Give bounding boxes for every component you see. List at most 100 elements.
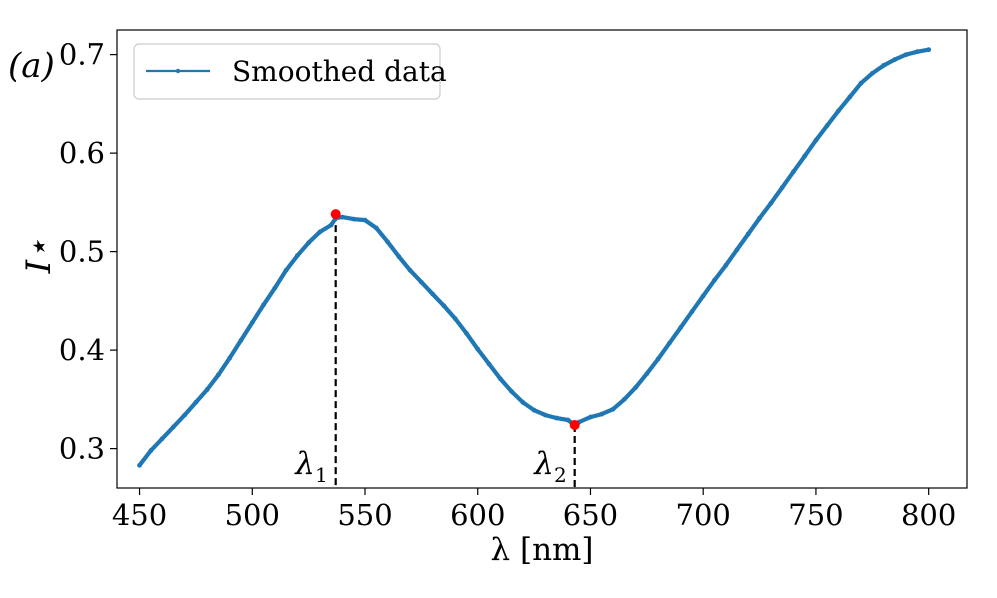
data-point bbox=[340, 214, 345, 220]
data-point bbox=[757, 215, 762, 221]
legend: Smoothed data bbox=[133, 43, 447, 100]
x-tick-label: 550 bbox=[337, 498, 392, 532]
data-point bbox=[926, 47, 932, 53]
data-point bbox=[847, 94, 853, 100]
data-point bbox=[317, 229, 323, 235]
data-point bbox=[836, 108, 841, 114]
data-point bbox=[486, 361, 492, 367]
data-point bbox=[216, 372, 221, 378]
data-point bbox=[452, 316, 458, 321]
data-point bbox=[723, 263, 729, 268]
y-tick-label: 0.5 bbox=[59, 235, 105, 269]
data-point bbox=[294, 253, 300, 258]
data-point bbox=[678, 325, 684, 330]
data-point bbox=[700, 293, 706, 299]
data-point bbox=[903, 52, 909, 58]
data-point bbox=[430, 291, 436, 297]
x-tick-label: 650 bbox=[563, 498, 618, 532]
data-point bbox=[520, 399, 526, 405]
data-point bbox=[464, 330, 469, 336]
data-point bbox=[137, 462, 142, 468]
y-tick-label: 0.3 bbox=[59, 432, 105, 466]
data-point bbox=[193, 399, 199, 405]
marker-1-point bbox=[330, 209, 341, 220]
data-point bbox=[249, 320, 255, 325]
data-point bbox=[306, 240, 312, 246]
marker-1-label-subscript: 1 bbox=[315, 463, 328, 487]
data-point bbox=[633, 385, 638, 390]
data-point bbox=[204, 387, 210, 392]
data-point bbox=[362, 217, 368, 223]
data-point bbox=[475, 346, 481, 352]
data-point bbox=[914, 49, 920, 55]
data-point bbox=[373, 225, 379, 231]
y-tick-label: 0.6 bbox=[59, 136, 105, 170]
data-point bbox=[881, 63, 886, 68]
data-point bbox=[227, 355, 233, 361]
data-point bbox=[588, 414, 593, 420]
x-tick-label: 800 bbox=[901, 498, 956, 532]
x-tick-label: 450 bbox=[112, 498, 167, 532]
data-point bbox=[666, 340, 672, 346]
data-point bbox=[858, 80, 864, 86]
data-point bbox=[418, 279, 424, 285]
data-point bbox=[599, 411, 605, 417]
data-point bbox=[554, 415, 560, 421]
data-point bbox=[531, 407, 537, 413]
data-point bbox=[283, 267, 289, 273]
y-axis-label: I⋆ bbox=[19, 239, 59, 275]
data-point bbox=[509, 389, 514, 394]
data-point bbox=[441, 303, 447, 309]
data-point bbox=[542, 412, 548, 418]
legend-entry-smoothed-data: Smoothed data bbox=[232, 55, 447, 88]
marker-2-point bbox=[569, 419, 580, 430]
data-point bbox=[497, 376, 503, 382]
legend-marker-icon bbox=[175, 68, 181, 74]
data-point bbox=[407, 267, 413, 273]
data-point bbox=[655, 356, 661, 362]
data-point bbox=[170, 424, 176, 430]
data-point bbox=[768, 200, 774, 206]
data-point bbox=[328, 222, 334, 228]
data-point bbox=[689, 309, 695, 315]
x-tick-label: 500 bbox=[225, 498, 280, 532]
data-point bbox=[824, 123, 830, 128]
marker-1-label-base: λ bbox=[293, 446, 315, 482]
y-tick-label: 0.7 bbox=[59, 38, 105, 72]
data-point bbox=[272, 285, 278, 291]
marker-1-label: λ1 bbox=[293, 446, 327, 487]
data-point bbox=[396, 254, 402, 259]
data-point bbox=[802, 153, 808, 159]
data-point bbox=[610, 406, 616, 412]
data-point bbox=[813, 137, 819, 143]
x-tick-label: 700 bbox=[676, 498, 731, 532]
data-point bbox=[182, 412, 188, 418]
data-point bbox=[159, 436, 165, 442]
data-point bbox=[238, 337, 244, 343]
data-point bbox=[261, 302, 266, 308]
data-point bbox=[779, 185, 785, 190]
data-point bbox=[385, 239, 390, 245]
x-tick-label: 600 bbox=[450, 498, 505, 532]
x-axis-label: λ [nm] bbox=[490, 532, 593, 568]
data-point bbox=[712, 277, 717, 283]
x-tick-label: 750 bbox=[788, 498, 843, 532]
marker-2-label-base: λ bbox=[532, 446, 554, 482]
marker-2-label: λ2 bbox=[532, 446, 566, 487]
data-point bbox=[621, 396, 627, 402]
marker-2-label-subscript: 2 bbox=[554, 463, 567, 487]
plot-frame bbox=[116, 29, 968, 489]
data-point bbox=[565, 417, 571, 423]
data-point bbox=[745, 231, 751, 237]
data-point bbox=[644, 371, 650, 377]
data-point bbox=[892, 57, 898, 62]
data-point bbox=[734, 247, 740, 253]
panel-label: (a) bbox=[8, 46, 55, 86]
data-point bbox=[869, 70, 875, 76]
data-point bbox=[351, 216, 357, 222]
legend-box bbox=[133, 43, 441, 100]
data-point bbox=[148, 448, 154, 453]
data-point bbox=[790, 169, 796, 175]
series-line-smoothed-data bbox=[137, 47, 931, 468]
